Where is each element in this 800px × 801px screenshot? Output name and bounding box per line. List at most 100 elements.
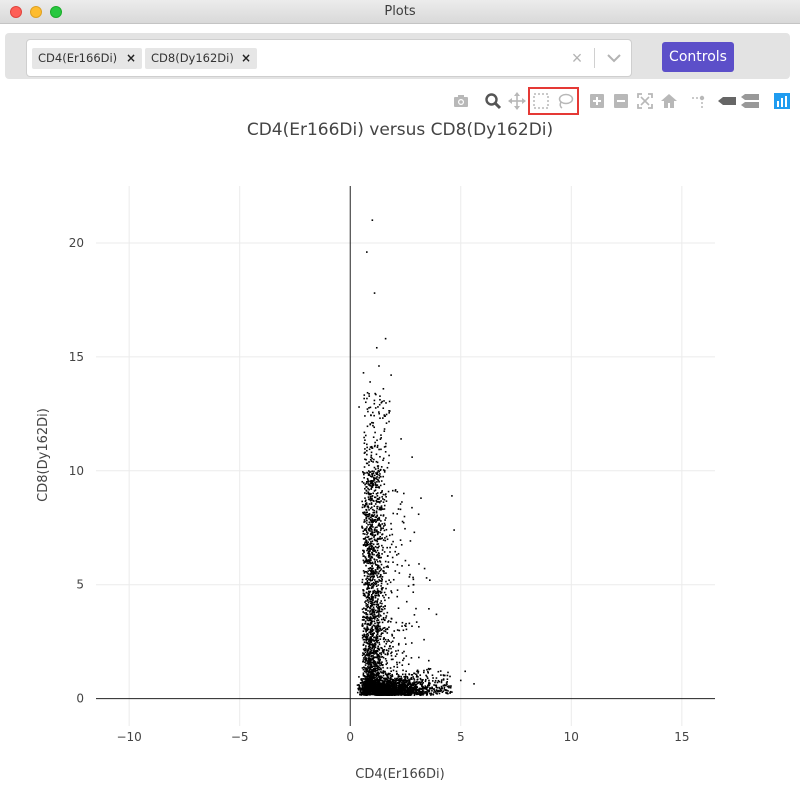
zoom-in-icon[interactable] <box>588 92 606 110</box>
data-point <box>410 657 413 659</box>
data-point <box>423 688 425 690</box>
controls-button[interactable]: Controls <box>662 42 734 72</box>
data-point <box>406 676 409 678</box>
data-point <box>374 592 377 595</box>
zoom-out-icon[interactable] <box>612 92 630 110</box>
data-point <box>368 484 371 486</box>
data-point <box>368 529 370 532</box>
data-point <box>363 538 366 540</box>
data-point <box>377 619 380 621</box>
data-point <box>376 540 379 543</box>
data-point <box>364 500 367 503</box>
data-point <box>371 672 374 675</box>
data-point <box>378 621 380 624</box>
data-point <box>377 576 379 579</box>
data-point <box>371 473 373 475</box>
data-point <box>380 633 383 636</box>
data-point <box>398 661 401 664</box>
data-point <box>419 692 422 695</box>
data-point <box>370 570 373 573</box>
data-point <box>382 508 384 511</box>
data-point <box>364 677 367 680</box>
data-point <box>366 480 368 483</box>
data-point <box>382 606 385 608</box>
data-point <box>416 689 418 692</box>
data-point <box>385 690 388 693</box>
plotly-logo-icon[interactable] <box>773 92 791 110</box>
data-point <box>379 438 382 440</box>
data-point <box>369 661 371 663</box>
reset-axes-icon[interactable] <box>660 92 678 110</box>
data-point <box>415 683 417 686</box>
data-point <box>395 677 398 680</box>
data-point <box>384 539 387 542</box>
autoscale-icon[interactable] <box>636 92 654 110</box>
maximize-window-button[interactable] <box>50 6 62 18</box>
remove-chip-cd4-button[interactable]: × <box>125 51 137 65</box>
data-point <box>376 546 378 549</box>
minimize-window-button[interactable] <box>30 6 42 18</box>
data-point <box>401 520 404 523</box>
data-point <box>370 562 373 565</box>
data-point <box>377 671 380 674</box>
data-point <box>374 503 377 505</box>
camera-icon[interactable] <box>452 92 470 110</box>
clear-selection-button[interactable]: × <box>571 48 583 68</box>
data-point <box>390 688 393 690</box>
select-divider <box>594 48 595 68</box>
data-point <box>373 648 375 651</box>
data-point <box>375 605 378 608</box>
data-point <box>375 656 378 659</box>
data-point <box>374 560 376 563</box>
hover-compare-icon[interactable] <box>740 92 760 110</box>
data-point <box>369 533 372 536</box>
data-point <box>365 578 367 581</box>
data-point <box>382 407 385 410</box>
data-point <box>371 691 374 693</box>
data-point <box>386 546 388 549</box>
data-point <box>391 489 394 492</box>
data-point <box>367 673 369 676</box>
data-point <box>437 670 440 673</box>
data-point <box>371 633 374 636</box>
data-point <box>364 635 366 638</box>
data-point <box>368 492 371 495</box>
chevron-down-icon[interactable] <box>603 48 625 68</box>
data-point <box>426 668 428 671</box>
hover-closest-icon[interactable] <box>716 92 738 110</box>
spike-lines-icon[interactable] <box>690 92 708 110</box>
data-point <box>436 691 439 693</box>
close-window-button[interactable] <box>10 6 22 18</box>
data-point <box>379 628 381 630</box>
data-point <box>376 461 379 464</box>
data-point <box>370 456 372 459</box>
box-select-icon[interactable] <box>532 92 550 110</box>
pan-icon[interactable] <box>508 92 526 110</box>
data-point <box>377 467 379 469</box>
data-point <box>376 549 379 552</box>
data-point <box>370 460 373 462</box>
data-point <box>382 670 385 672</box>
data-point <box>365 641 368 644</box>
x-tick-label: 10 <box>564 730 579 744</box>
data-point <box>371 604 374 607</box>
data-point <box>361 685 364 688</box>
data-point <box>380 556 382 559</box>
data-point <box>371 546 373 549</box>
data-point <box>368 395 371 397</box>
data-point <box>386 466 389 469</box>
remove-chip-cd8-button[interactable]: × <box>240 51 252 65</box>
zoom-icon[interactable] <box>484 92 502 110</box>
data-point <box>404 688 406 691</box>
data-point <box>365 690 368 693</box>
data-point <box>365 603 367 605</box>
data-point <box>372 624 375 627</box>
data-point <box>409 692 411 694</box>
channel-multiselect[interactable]: CD4(Er166Di) × CD8(Dy162Di) × × <box>26 39 632 77</box>
data-point <box>373 673 376 676</box>
data-point <box>382 417 384 419</box>
data-point <box>401 687 404 689</box>
data-point <box>379 561 382 563</box>
lasso-select-icon[interactable] <box>556 92 574 110</box>
